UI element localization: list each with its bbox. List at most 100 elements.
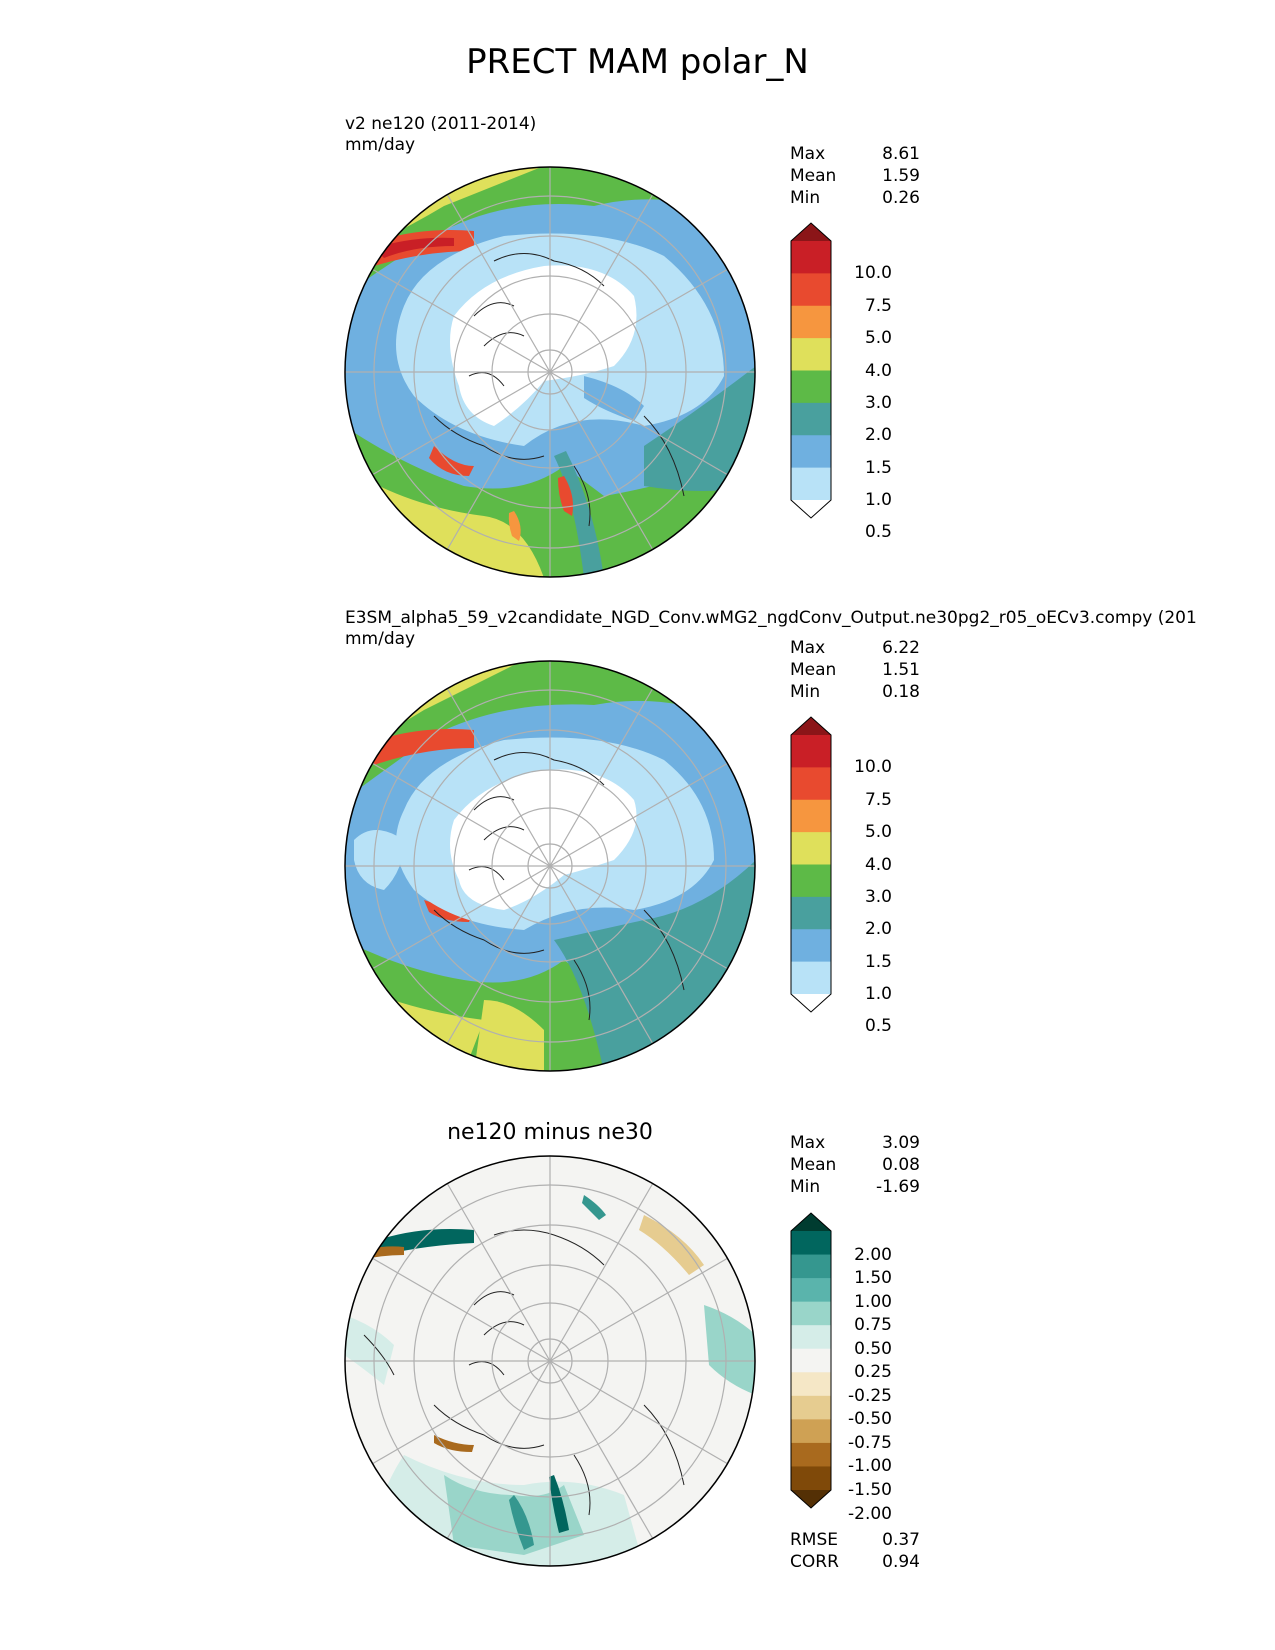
colorbar-tick-label: 1.0	[864, 490, 892, 510]
stat-row: Mean 0.08	[790, 1155, 920, 1176]
colorbar-segment	[791, 241, 831, 274]
colorbar-tick-label: 1.50	[854, 1268, 892, 1289]
colorbar-outline	[790, 1212, 832, 1509]
stat-row: RMSE 0.37	[790, 1530, 920, 1551]
colorbar-tick-label: 5.0	[864, 822, 892, 843]
stat-label: Max	[790, 638, 826, 658]
stat-value: 0.18	[882, 682, 920, 702]
stat-row: Max 6.22	[790, 638, 920, 659]
colorbar-segment	[791, 1254, 831, 1279]
colorbar-segment	[791, 832, 831, 865]
stat-row: Min 0.26	[790, 188, 920, 209]
colorbar-tick-label: 7.5	[864, 789, 892, 810]
stat-label: Mean	[790, 166, 837, 186]
colorbar-segment	[791, 338, 831, 371]
colorbar-tick-label: 5.0	[864, 328, 892, 349]
colorbar-segment	[791, 1442, 831, 1467]
panel-1-polar-map	[344, 166, 756, 578]
colorbar-tick-label: 10.0	[854, 757, 892, 778]
stat-label: Mean	[790, 660, 837, 680]
colorbar-graphic	[790, 222, 832, 519]
page-title: PRECT MAM polar_N	[466, 42, 809, 82]
colorbar-segment	[791, 1278, 831, 1303]
colorbar-graphic	[790, 716, 832, 1013]
stat-label: Max	[790, 1133, 826, 1153]
colorbar-segment	[791, 1466, 831, 1491]
colorbar-segment	[791, 1395, 831, 1420]
colorbar-tick-label: 1.5	[864, 951, 892, 972]
colorbar-tick-label: -1.00	[848, 1456, 892, 1477]
colorbar-tick-label: 4.0	[864, 854, 892, 875]
stat-value: 0.26	[882, 188, 920, 208]
colorbar-outline	[790, 222, 832, 519]
colorbar-tick-label: 1.00	[854, 1291, 892, 1312]
colorbar-bottom-extension	[791, 1490, 831, 1508]
colorbar-segment	[791, 402, 831, 436]
stat-row: Max 3.09	[790, 1133, 920, 1154]
panel-2-polar-map	[344, 660, 756, 1072]
colorbar-tick-label: 2.0	[864, 919, 892, 940]
stat-value: 0.08	[882, 1155, 920, 1175]
colorbar-segment	[791, 467, 831, 501]
colorbar-tick-label: -2.00	[848, 1503, 892, 1524]
colorbar-segment	[791, 864, 831, 898]
colorbar-tick-label: 3.0	[864, 886, 892, 907]
colorbar-segment	[791, 799, 831, 833]
colorbar-segment	[791, 1372, 831, 1397]
colorbar-segment	[791, 961, 831, 995]
colorbar-tick-label: 0.75	[854, 1315, 892, 1336]
panel-1-title: v2 ne120 (2011-2014)	[345, 114, 537, 134]
colorbar-top-extension	[791, 223, 831, 241]
stat-value: 0.37	[882, 1530, 920, 1550]
stat-label: Mean	[790, 1155, 837, 1175]
panel-2-units: mm/day	[345, 629, 416, 649]
colorbar-tick-label: 0.5	[864, 522, 892, 543]
stat-value: -1.69	[876, 1177, 920, 1197]
colorbar-tick-label: 0.25	[854, 1362, 892, 1383]
stat-value: 1.51	[882, 660, 920, 680]
colorbar-segment	[791, 370, 831, 404]
stat-row: CORR 0.94	[790, 1552, 920, 1573]
stat-row: Mean 1.51	[790, 660, 920, 681]
stat-row: Max 8.61	[790, 144, 920, 165]
colorbar-tick-label: 3.0	[864, 392, 892, 413]
colorbar-tick-label: 7.5	[864, 295, 892, 316]
stat-value: 0.94	[882, 1552, 920, 1572]
colorbar-graphic	[790, 1212, 832, 1509]
stat-value: 6.22	[882, 638, 920, 658]
colorbar-tick-label: 0.50	[854, 1338, 892, 1359]
stat-value: 8.61	[882, 144, 920, 164]
panel-3-polar-map	[344, 1155, 756, 1567]
stat-value: 1.59	[882, 166, 920, 186]
colorbar-bottom-extension	[791, 994, 831, 1012]
colorbar-tick-label: 1.0	[864, 984, 892, 1004]
stat-label: Max	[790, 144, 826, 164]
stat-row: Min 0.18	[790, 682, 920, 703]
colorbar-segment	[791, 1301, 831, 1326]
colorbar-tick-label: 2.0	[864, 425, 892, 446]
colorbar-segment	[791, 305, 831, 339]
colorbar-outline	[790, 716, 832, 1013]
panel-3-title: ne120 minus ne30	[447, 1120, 653, 1145]
colorbar-segment	[791, 1231, 831, 1256]
stat-label: Min	[790, 682, 821, 702]
colorbar-tick-label: 2.00	[854, 1244, 892, 1265]
colorbar-tick-label: 4.0	[864, 360, 892, 381]
colorbar-tick-label: -1.50	[848, 1480, 892, 1500]
stat-value: 3.09	[882, 1133, 920, 1153]
panel-2-title: E3SM_alpha5_59_v2candidate_NGD_Conv.wMG2…	[345, 608, 1197, 628]
colorbar-top-extension	[791, 1213, 831, 1231]
colorbar-top-extension	[791, 717, 831, 735]
stat-label: Min	[790, 1177, 821, 1197]
colorbar-tick-label: 1.5	[864, 457, 892, 478]
colorbar-tick-label: 10.0	[854, 263, 892, 284]
colorbar-segment	[791, 1348, 831, 1373]
colorbar-segment	[791, 735, 831, 768]
colorbar-segment	[791, 1419, 831, 1444]
stat-label: RMSE	[790, 1530, 839, 1550]
panel-1-units: mm/day	[345, 135, 416, 155]
colorbar-tick-label: -0.50	[848, 1409, 892, 1430]
stat-row: Min -1.69	[790, 1177, 920, 1198]
colorbar-bottom-extension	[791, 500, 831, 518]
colorbar-segment	[791, 1325, 831, 1350]
